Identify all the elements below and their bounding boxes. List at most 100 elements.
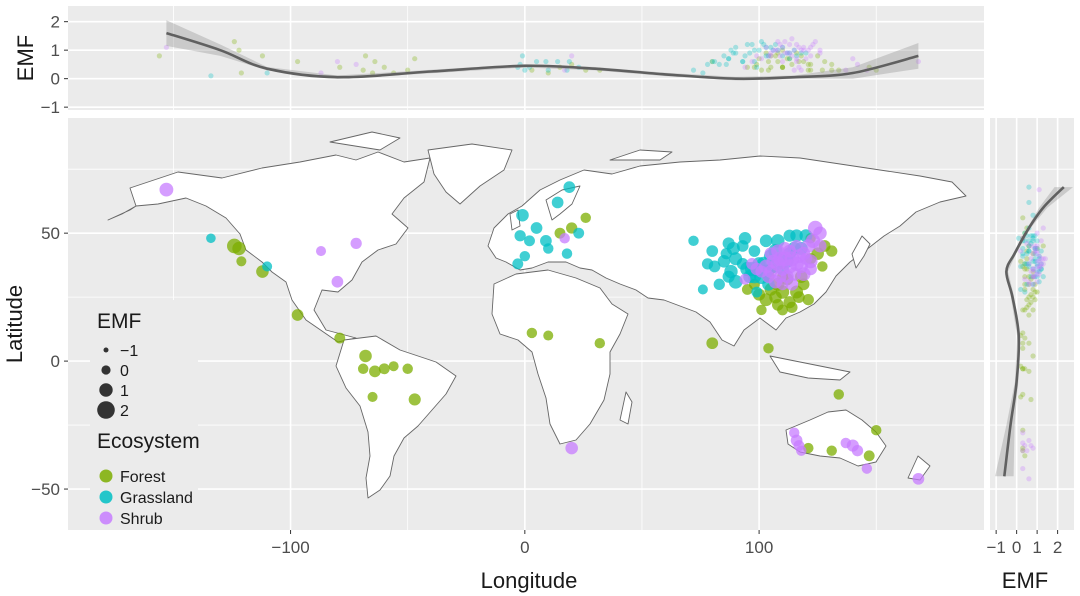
right-point-grassland	[1032, 233, 1038, 239]
right-point-shrub	[1028, 268, 1034, 275]
top-point-forest	[156, 53, 162, 59]
legend-size-label: 0	[120, 363, 129, 380]
right-point-grassland	[1022, 289, 1028, 295]
top-point-grassland	[533, 58, 540, 65]
map-point-grassland	[722, 270, 735, 283]
map-point-forest	[863, 450, 875, 462]
legend-color-label: Shrub	[120, 511, 163, 528]
top-point-shrub	[782, 39, 788, 45]
right-point-grassland	[1030, 233, 1036, 239]
top-point-shrub	[754, 53, 760, 59]
right-point-grassland	[1024, 251, 1030, 257]
right-point-forest	[1020, 427, 1026, 433]
right-point-forest	[1030, 251, 1036, 257]
map-point-grassland	[563, 181, 576, 193]
right-point-grassland	[1022, 261, 1028, 267]
top-point-grassland	[208, 73, 214, 79]
map-point-shrub	[739, 273, 751, 285]
top-point-grassland	[779, 44, 786, 50]
top-point-shrub	[798, 47, 804, 53]
right-point-shrub	[1026, 279, 1032, 285]
right-point-forest	[1020, 366, 1026, 372]
right-point-grassland	[1026, 199, 1032, 206]
top-point-grassland	[723, 61, 729, 68]
top-point-shrub	[817, 47, 823, 53]
right-point-shrub	[1026, 437, 1032, 444]
top-point-forest	[381, 64, 387, 70]
top-point-shrub	[758, 56, 765, 62]
right-point-grassland	[1020, 251, 1026, 257]
top-point-shrub	[775, 39, 781, 45]
right-point-forest	[1034, 289, 1040, 295]
map-point-shrub	[840, 437, 852, 449]
map-point-forest	[402, 363, 413, 375]
top-point-grassland	[784, 50, 790, 56]
map-point-grassland	[720, 247, 732, 260]
legend-size-dot	[103, 347, 109, 353]
right-point-grassland	[1032, 256, 1038, 262]
right-point-forest	[1028, 291, 1034, 298]
right-point-forest	[1022, 286, 1028, 293]
top-point-grassland	[704, 61, 711, 68]
right-point-grassland	[1024, 261, 1030, 267]
top-point-forest	[808, 67, 814, 73]
top-point-shrub	[810, 41, 816, 48]
right-point-forest	[1034, 245, 1040, 252]
map-x-ticks: −100 0 100	[271, 530, 773, 557]
top-point-grassland	[763, 53, 769, 59]
right-point-shrub	[1040, 225, 1046, 231]
right-point-grassland	[1038, 261, 1044, 267]
map-point-grassland	[561, 248, 573, 259]
top-y-tick-label: 0	[51, 70, 60, 89]
right-x-tick-label: 0	[1012, 538, 1021, 557]
right-x-tick-label: 2	[1053, 538, 1062, 557]
right-point-grassland	[1026, 248, 1032, 254]
south-america-landmass	[335, 335, 457, 499]
top-point-grassland	[728, 47, 734, 53]
top-point-shrub	[915, 58, 922, 65]
right-point-grassland	[1032, 274, 1038, 280]
right-point-shrub	[1036, 253, 1042, 259]
right-point-grassland	[1020, 253, 1026, 259]
map-point-grassland	[706, 245, 719, 257]
top-point-forest	[294, 58, 301, 65]
map-x-tick-label: 0	[520, 538, 529, 557]
top-point-shrub	[353, 61, 359, 68]
greenland-landmass	[427, 143, 513, 205]
right-point-shrub	[1034, 243, 1040, 249]
top-point-grassland	[716, 61, 722, 68]
map-point-forest	[369, 365, 381, 378]
right-point-grassland	[1016, 235, 1022, 241]
top-point-forest	[337, 64, 343, 70]
right-point-forest	[1022, 281, 1028, 287]
legend-color-dot-grassland	[99, 490, 113, 504]
top-point-shrub	[808, 44, 814, 50]
right-point-forest	[1020, 391, 1026, 397]
right-panel-points	[1016, 184, 1048, 482]
legend-color-entries: Forest Grassland Shrub	[99, 469, 193, 528]
top-point-grassland	[749, 41, 755, 48]
map-point-grassland	[519, 250, 531, 262]
top-point-grassland	[721, 53, 727, 59]
top-point-shrub	[779, 58, 786, 65]
top-point-shrub	[777, 53, 783, 59]
top-point-grassland	[726, 56, 732, 62]
top-point-forest	[772, 53, 779, 59]
right-point-shrub	[1034, 230, 1040, 236]
right-point-forest	[1024, 297, 1030, 303]
top-point-shrub	[789, 53, 795, 59]
map-y-tick-label: −50	[31, 480, 60, 499]
right-point-grassland	[1020, 245, 1026, 252]
top-point-shrub	[782, 50, 788, 56]
map-point-grassland	[729, 252, 743, 266]
right-point-shrub	[1038, 261, 1044, 267]
right-point-grassland	[1034, 261, 1040, 267]
right-point-grassland	[1040, 274, 1046, 280]
top-point-shrub	[805, 47, 811, 53]
madagascar-landmass	[619, 391, 633, 425]
top-point-grassland	[740, 58, 746, 65]
right-point-grassland	[1026, 248, 1032, 254]
top-point-grassland	[791, 47, 797, 53]
right-point-shrub	[1028, 442, 1034, 449]
top-point-forest	[756, 56, 762, 62]
